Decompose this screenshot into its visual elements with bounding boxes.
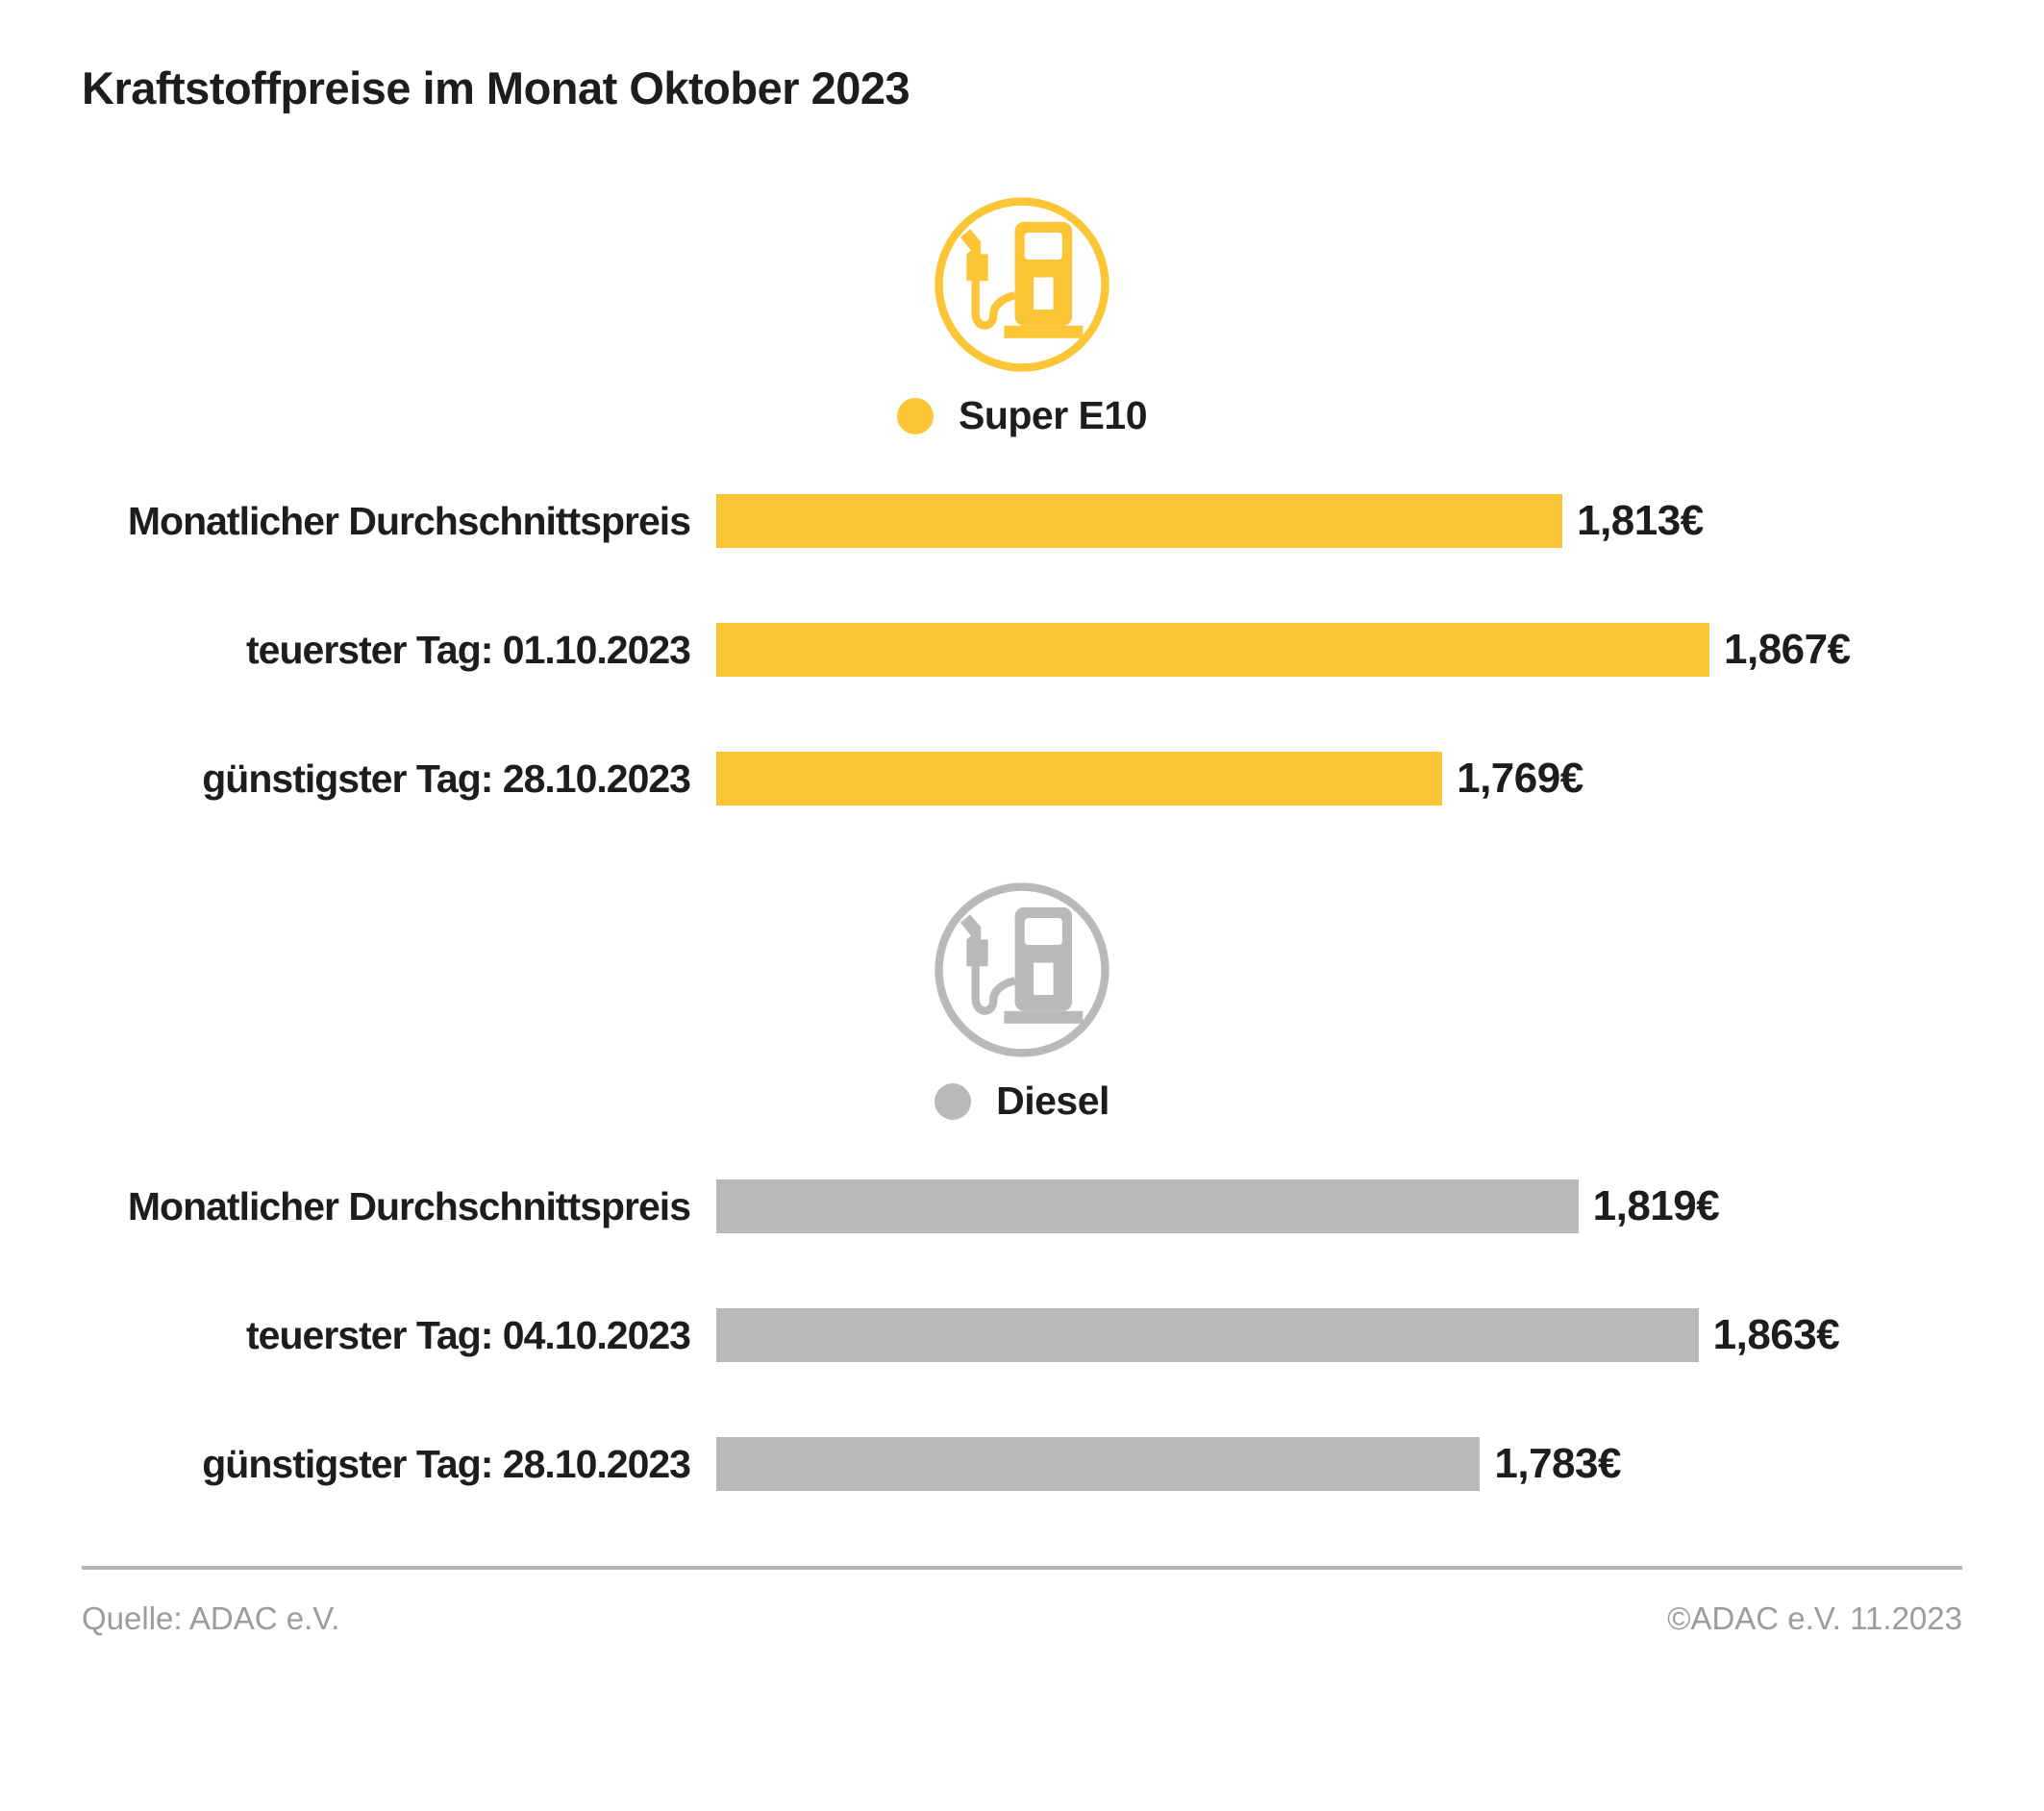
bar-diesel-min [716,1437,1481,1491]
bar-diesel-average [716,1179,1579,1233]
bar-value-label: 1,819€ [1592,1182,1720,1229]
footer-divider [82,1566,1962,1570]
legend-diesel: Diesel [82,1079,1962,1124]
section-super-e10: Super E10 Monatlicher Durchschnittspreis… [82,195,1962,806]
legend-dot-super-e10 [896,397,934,434]
bar-row-label: Monatlicher Durchschnittspreis [127,498,691,543]
footer: Quelle: ADAC e.V. ©ADAC e.V. 11.2023 [82,1566,1962,1637]
bar-value-label: 1,867€ [1724,626,1851,673]
bar-row-label: teuerster Tag: 04.10.2023 [246,1312,691,1357]
bar-track: 1,769€ [716,752,1709,806]
copyright-note: ©ADAC e.V. 11.2023 [1667,1600,1962,1636]
fuel-pump-icon [933,881,1111,1059]
bar-row-cheapest: günstigster Tag: 28.10.2023 1,783€ [82,1437,1962,1491]
bar-track: 1,819€ [716,1179,1720,1233]
section-diesel: Diesel Monatlicher Durchschnittspreis 1,… [82,881,1962,1491]
bar-row-average: Monatlicher Durchschnittspreis 1,813€ [82,494,1962,548]
bar-row-label: teuerster Tag: 01.10.2023 [246,627,691,672]
fuel-pump-icon [933,195,1111,374]
bar-row-most-expensive: teuerster Tag: 04.10.2023 1,863€ [82,1308,1962,1362]
bar-row-label: günstigster Tag: 28.10.2023 [202,1441,691,1486]
bar-value-label: 1,783€ [1494,1440,1621,1487]
bar-row-label: Monatlicher Durchschnittspreis [127,1183,691,1228]
bar-track: 1,863€ [716,1308,1840,1362]
bar-value-label: 1,769€ [1457,755,1583,802]
bar-row-average: Monatlicher Durchschnittspreis 1,819€ [82,1179,1962,1233]
bar-track: 1,813€ [716,494,1709,548]
bar-super-e10-max [716,623,1709,677]
bar-row-cheapest: günstigster Tag: 28.10.2023 1,769€ [82,752,1962,806]
bar-value-label: 1,863€ [1712,1311,1840,1358]
bar-row-label: günstigster Tag: 28.10.2023 [202,756,691,801]
legend-label-super-e10: Super E10 [958,393,1148,437]
bar-track: 1,867€ [716,623,1851,677]
bar-value-label: 1,813€ [1577,497,1704,544]
legend-dot-diesel [935,1082,972,1120]
source-note: Quelle: ADAC e.V. [82,1600,340,1636]
bar-rows-diesel: Monatlicher Durchschnittspreis 1,819€ te… [82,1179,1962,1491]
bar-row-most-expensive: teuerster Tag: 01.10.2023 1,867€ [82,623,1962,677]
bar-track: 1,783€ [716,1437,1709,1491]
page-title: Kraftstoffpreise im Monat Oktober 2023 [82,62,910,113]
legend-label-diesel: Diesel [996,1079,1109,1123]
bar-rows-super-e10: Monatlicher Durchschnittspreis 1,813€ te… [82,494,1962,806]
bar-super-e10-min [716,752,1443,806]
bar-super-e10-average [716,494,1563,548]
bar-diesel-max [716,1308,1699,1362]
legend-super-e10: Super E10 [82,393,1962,438]
